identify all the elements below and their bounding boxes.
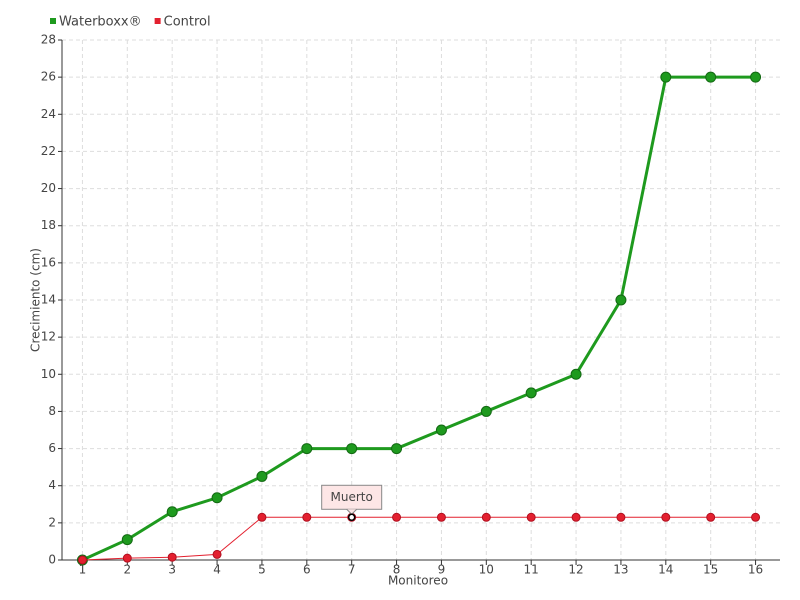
x-tick-label: 8	[393, 563, 401, 577]
data-point	[571, 512, 581, 522]
data-point	[256, 470, 268, 482]
x-tick-label: 2	[123, 563, 131, 577]
y-tick-label: 26	[41, 70, 56, 84]
data-point	[660, 71, 672, 83]
data-point	[121, 534, 133, 546]
data-point	[570, 368, 582, 380]
y-tick-label: 24	[41, 107, 56, 121]
annotation: Muerto	[331, 490, 373, 504]
y-tick-label: 22	[41, 144, 56, 158]
y-tick-label: 20	[41, 181, 56, 195]
data-point	[481, 512, 491, 522]
data-point	[301, 443, 313, 455]
y-tick-label: 0	[48, 553, 56, 567]
x-tick-label: 12	[568, 563, 583, 577]
x-tick-label: 3	[168, 563, 176, 577]
annotation-highlight	[347, 513, 356, 522]
x-axis-label: Monitoreo	[388, 574, 448, 588]
data-point	[705, 71, 717, 83]
legend-marker	[50, 18, 56, 24]
data-point	[302, 512, 312, 522]
x-tick-label: 7	[348, 563, 356, 577]
x-tick-label: 15	[703, 563, 718, 577]
data-point	[122, 553, 132, 563]
data-point	[436, 512, 446, 522]
x-tick-label: 4	[213, 563, 221, 577]
y-tick-label: 2	[48, 515, 56, 529]
data-point	[616, 512, 626, 522]
data-point	[212, 549, 222, 559]
x-tick-label: 11	[524, 563, 539, 577]
data-point	[391, 443, 403, 455]
y-tick-label: 14	[41, 293, 56, 307]
data-point	[257, 512, 267, 522]
legend-marker	[154, 18, 161, 24]
data-point	[661, 512, 671, 522]
series-line	[81, 75, 756, 562]
x-tick-label: 1	[79, 563, 87, 577]
x-tick-label: 16	[748, 563, 763, 577]
data-point	[211, 492, 223, 504]
data-point	[77, 555, 87, 565]
y-axis-label: Crecimiento (cm)	[29, 248, 43, 352]
y-tick-label: 28	[41, 33, 56, 47]
series-line	[82, 516, 756, 561]
y-tick-label: 16	[41, 255, 56, 269]
legend-label: Waterboxx®	[59, 15, 142, 30]
data-point	[526, 512, 536, 522]
annotation-box	[321, 484, 383, 510]
y-tick-label: 6	[48, 441, 56, 455]
data-point	[346, 443, 358, 455]
x-tick-label: 6	[303, 563, 311, 577]
data-point	[615, 294, 627, 306]
data-point	[435, 424, 447, 436]
y-tick-label: 4	[48, 478, 56, 492]
data-point	[751, 512, 761, 522]
y-tick-label: 18	[41, 218, 56, 232]
data-point	[750, 71, 762, 83]
x-tick-label: 14	[658, 563, 673, 577]
y-tick-label: 10	[41, 367, 56, 381]
y-tick-label: 12	[41, 330, 56, 344]
data-point	[392, 512, 402, 522]
data-point	[166, 506, 178, 518]
data-point	[167, 552, 177, 562]
data-point	[480, 405, 492, 417]
x-tick-label: 10	[479, 563, 494, 577]
data-point	[706, 512, 716, 522]
x-tick-label: 9	[438, 563, 446, 577]
legend-label: Control	[164, 15, 211, 30]
y-tick-label: 8	[48, 404, 56, 418]
x-tick-label: 5	[258, 563, 266, 577]
x-tick-label: 13	[613, 563, 628, 577]
data-point	[525, 387, 537, 399]
